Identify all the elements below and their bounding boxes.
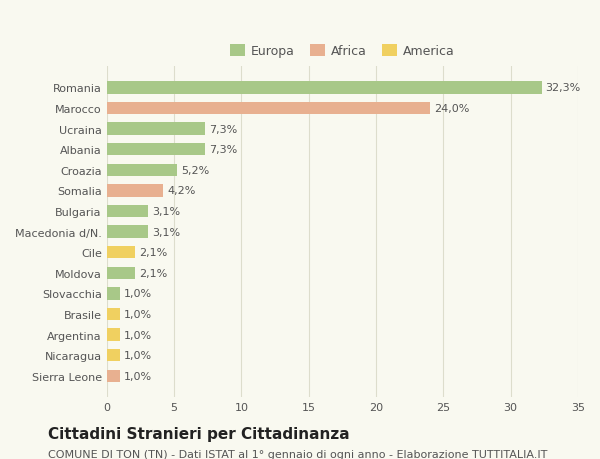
Text: 7,3%: 7,3% [209, 145, 238, 155]
Bar [107, 267, 135, 280]
Bar [107, 246, 135, 259]
Text: 3,1%: 3,1% [152, 227, 181, 237]
Bar [107, 164, 177, 177]
Bar [107, 287, 120, 300]
Text: 24,0%: 24,0% [434, 104, 469, 114]
Text: 32,3%: 32,3% [545, 83, 581, 93]
Text: 7,3%: 7,3% [209, 124, 238, 134]
Text: 2,1%: 2,1% [139, 268, 167, 278]
Text: 1,0%: 1,0% [124, 371, 152, 381]
Text: 4,2%: 4,2% [167, 186, 196, 196]
Text: 1,0%: 1,0% [124, 289, 152, 299]
Text: COMUNE DI TON (TN) - Dati ISTAT al 1° gennaio di ogni anno - Elaborazione TUTTIT: COMUNE DI TON (TN) - Dati ISTAT al 1° ge… [48, 449, 547, 459]
Bar [107, 82, 542, 95]
Bar [107, 329, 120, 341]
Text: 1,0%: 1,0% [124, 309, 152, 319]
Bar [107, 308, 120, 320]
Text: 2,1%: 2,1% [139, 247, 167, 257]
Text: Cittadini Stranieri per Cittadinanza: Cittadini Stranieri per Cittadinanza [48, 425, 350, 441]
Bar [107, 123, 205, 135]
Text: 3,1%: 3,1% [152, 207, 181, 217]
Legend: Europa, Africa, America: Europa, Africa, America [225, 40, 460, 63]
Bar [107, 349, 120, 362]
Bar [107, 102, 430, 115]
Bar [107, 205, 148, 218]
Bar [107, 144, 205, 156]
Text: 1,0%: 1,0% [124, 330, 152, 340]
Bar [107, 185, 163, 197]
Bar [107, 370, 120, 382]
Text: 5,2%: 5,2% [181, 165, 209, 175]
Text: 1,0%: 1,0% [124, 350, 152, 360]
Bar [107, 226, 148, 238]
